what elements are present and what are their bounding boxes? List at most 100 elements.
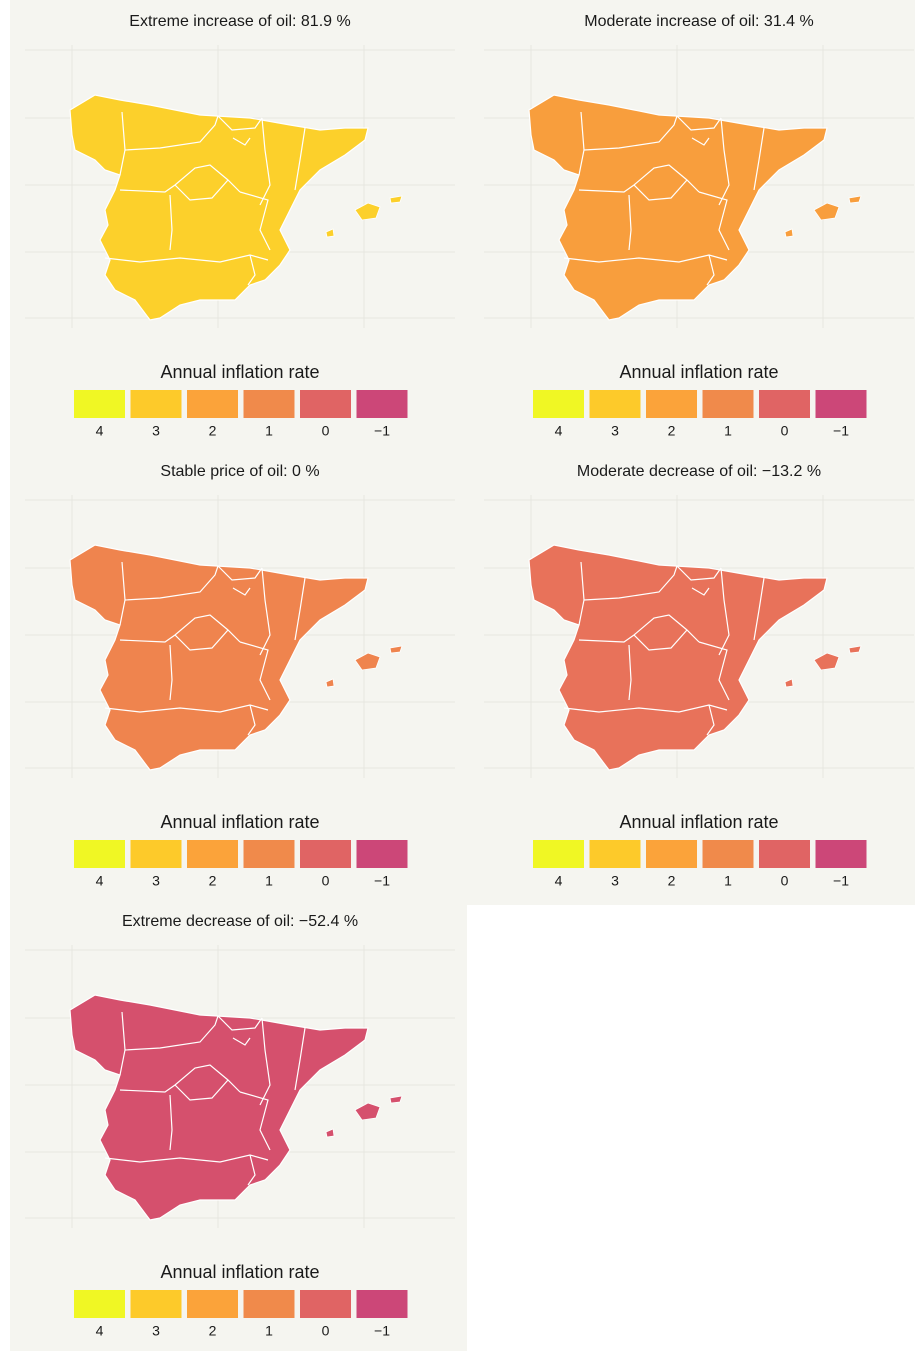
region-border: [753, 127, 765, 191]
region-border: [217, 1015, 263, 1031]
legend-label: 1: [265, 1323, 273, 1339]
legend-swatch: [130, 840, 182, 868]
legend-swatch: [243, 840, 295, 868]
region-border: [698, 191, 730, 251]
region-border: [259, 567, 271, 656]
island: [354, 652, 381, 671]
region-border: [583, 565, 678, 601]
legend-swatch: [702, 390, 754, 418]
region-border: [628, 194, 632, 251]
region-border: [706, 254, 715, 286]
legend-label: 4: [555, 873, 563, 889]
island: [354, 202, 381, 221]
region-border: [174, 179, 229, 201]
legend-swatch: [759, 840, 810, 868]
legend-label: 4: [555, 423, 563, 439]
panel-title: Extreme increase of oil: 81.9 %: [129, 13, 350, 30]
island: [813, 652, 840, 671]
legend-label: 0: [322, 873, 330, 889]
region-border: [104, 1154, 269, 1163]
legend-label: 2: [209, 1323, 217, 1339]
region-border: [239, 641, 271, 701]
legend-swatch: [74, 1290, 125, 1318]
legend-label: 4: [96, 423, 104, 439]
panel-title: Moderate decrease of oil: −13.2 %: [577, 463, 821, 480]
region-border: [563, 254, 728, 263]
map-panel: Stable price of oil: 0 % Annual inflation…: [25, 463, 455, 889]
legend-label: −1: [374, 423, 390, 439]
region-border: [753, 577, 765, 641]
legend-label: 2: [209, 873, 217, 889]
legend-label: 3: [611, 423, 619, 439]
legend-swatch: [533, 840, 584, 868]
region-border: [698, 641, 730, 701]
region-border: [104, 704, 269, 713]
island: [389, 195, 403, 204]
legend-swatch: [130, 390, 182, 418]
legend-swatch: [243, 1290, 295, 1318]
region-border: [247, 704, 256, 736]
region-border: [124, 115, 219, 151]
region-border: [247, 1154, 256, 1186]
legend-swatch: [646, 840, 697, 868]
legend-swatch: [589, 840, 641, 868]
region-border: [169, 194, 173, 251]
island: [784, 228, 794, 238]
legend-label: 1: [724, 873, 732, 889]
island: [848, 645, 862, 654]
region-border: [174, 629, 229, 651]
region-border: [676, 115, 722, 131]
region-border: [294, 1027, 306, 1091]
legend-label: 3: [611, 873, 619, 889]
map-panel: Moderate decrease of oil: −13.2 % Annual …: [484, 463, 914, 889]
region-border: [718, 567, 730, 656]
legend-swatch: [356, 390, 408, 418]
region-border: [239, 191, 271, 251]
legend-label: 1: [724, 423, 732, 439]
map-panel: Moderate increase of oil: 31.4 % Annual i…: [484, 13, 914, 439]
island: [848, 195, 862, 204]
legend-title: Annual inflation rate: [160, 812, 319, 832]
region-border: [247, 254, 256, 286]
legend-swatch: [130, 1290, 182, 1318]
legend-swatch: [815, 390, 867, 418]
legend-label: −1: [833, 423, 849, 439]
legend-swatch: [187, 1290, 238, 1318]
island: [784, 678, 794, 688]
region-border: [718, 117, 730, 206]
legend-title: Annual inflation rate: [619, 812, 778, 832]
legend-label: 2: [668, 423, 676, 439]
region-border: [239, 1091, 271, 1151]
region-border: [169, 1094, 173, 1151]
legend-swatch: [187, 840, 238, 868]
region-border: [691, 137, 710, 146]
legend-label: 0: [322, 1323, 330, 1339]
region-border: [232, 1037, 251, 1046]
legend-swatch: [356, 840, 408, 868]
region-border: [232, 587, 251, 596]
panel-title: Stable price of oil: 0 %: [160, 463, 319, 480]
legend-swatch: [187, 390, 238, 418]
region-border: [706, 704, 715, 736]
region-border: [124, 565, 219, 601]
region-border: [691, 587, 710, 596]
legend-swatch: [589, 390, 641, 418]
legend-label: 0: [781, 423, 789, 439]
legend-swatch: [300, 390, 351, 418]
region-border: [259, 1017, 271, 1106]
region-border: [563, 704, 728, 713]
legend-label: 0: [322, 423, 330, 439]
panel-title: Extreme decrease of oil: −52.4 %: [122, 913, 358, 930]
region-border: [232, 137, 251, 146]
legend-label: −1: [833, 873, 849, 889]
region: [69, 544, 369, 771]
legend-title: Annual inflation rate: [619, 362, 778, 382]
map-panel: Extreme decrease of oil: −52.4 % Annual i…: [25, 913, 455, 1339]
legend-title: Annual inflation rate: [160, 1262, 319, 1282]
region-border: [583, 115, 678, 151]
legend-label: 2: [668, 873, 676, 889]
legend-label: 3: [152, 423, 160, 439]
legend-swatch: [243, 390, 295, 418]
region-border: [104, 254, 269, 263]
